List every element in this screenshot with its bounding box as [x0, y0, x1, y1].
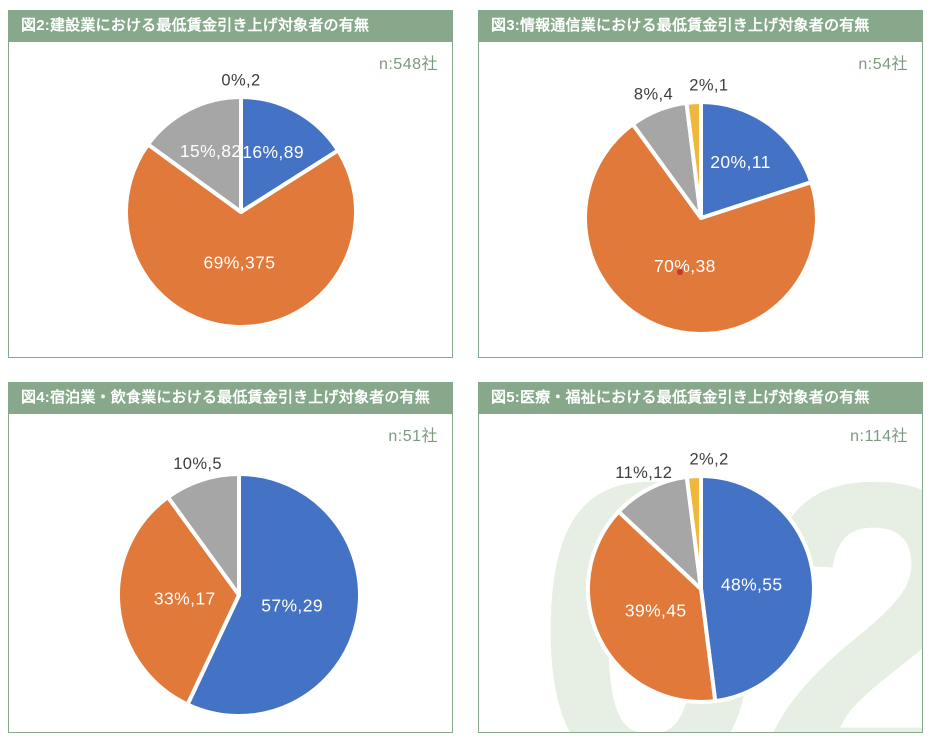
pie-slice-yellow: [684, 99, 703, 220]
chart-area: n:548社 16%,89 69%,375 15%,82 0%,2: [8, 42, 453, 358]
pie-slice-blue: [185, 472, 362, 718]
pie-slice-blue: [699, 474, 816, 704]
figure-panel-fig4: 図4:宿泊業・飲食業における最低賃金引き上げ対象者の有無 n:51社 57%,2…: [8, 382, 453, 733]
pie-slice-orange: [582, 122, 819, 336]
pie-label: 2%,1: [689, 77, 728, 95]
pie-label: 10%,5: [173, 455, 222, 473]
pie-chart-fig3: 20%,11 70%,38 8%,4 2%,1: [582, 77, 819, 336]
red-dot-marker: [677, 269, 683, 275]
pie-label: 8%,4: [634, 85, 673, 103]
pie-slice-gray: [165, 472, 241, 597]
pie-label: 57%,29: [261, 596, 323, 616]
sample-size-label: n:114社: [850, 428, 908, 445]
pie-slice-blue: [699, 100, 814, 220]
sample-size-label: n:548社: [378, 56, 438, 73]
pie-slice-blue: [239, 95, 341, 214]
pie-label: 39%,45: [625, 601, 687, 621]
pie-label: 70%,38: [654, 256, 716, 276]
pie-slice-gray: [146, 95, 243, 214]
chart-area: n:54社 20%,11 70%,38 8%,4 2%,1: [478, 42, 923, 358]
pie-slice-orange: [116, 495, 241, 707]
pie-label: 69%,375: [203, 252, 275, 272]
sample-size-label: n:54社: [858, 56, 908, 73]
sample-size-label: n:51社: [388, 428, 438, 445]
pie-label: 2%,2: [689, 451, 728, 469]
figure-panel-fig2: 図2:建設業における最低賃金引き上げ対象者の有無 n:548社 16%,89 69…: [8, 10, 453, 358]
panel-title: 図2:建設業における最低賃金引き上げ対象者の有無: [8, 10, 453, 42]
pie-label: 0%,2: [221, 71, 260, 89]
figure-panel-fig3: 図3:情報通信業における最低賃金引き上げ対象者の有無 n:54社 20%,11 7…: [478, 10, 923, 358]
pie-label: 11%,12: [615, 464, 672, 482]
pie-label: 16%,89: [242, 142, 304, 162]
panel-title: 図4:宿泊業・飲食業における最低賃金引き上げ対象者の有無: [8, 382, 453, 414]
pie-label: 20%,11: [710, 152, 770, 172]
pie-label: 15%,82: [180, 141, 242, 161]
pie-label: 33%,17: [154, 589, 216, 609]
pie-chart-fig2: 16%,89 69%,375 15%,82 0%,2: [124, 71, 358, 329]
pie-chart-fig5: 48%,55 39%,45 11%,12 2%,2: [585, 451, 816, 704]
pie-slice-orange: [124, 142, 358, 329]
panel-title: 図5:医療・福祉における最低賃金引き上げ対象者の有無: [478, 382, 923, 414]
pie-label: 48%,55: [721, 574, 783, 594]
pie-slice-orange: [585, 509, 718, 704]
panel-title: 図3:情報通信業における最低賃金引き上げ対象者の有無: [478, 10, 923, 42]
chart-area: n:51社 57%,29 33%,17 10%,5: [8, 414, 453, 733]
figure-panel-fig5: 図5:医療・福祉における最低賃金引き上げ対象者の有無 02 n:114社 48%…: [478, 382, 923, 733]
pie-slice-yellow: [684, 474, 703, 591]
pie-chart-fig4: 57%,29 33%,17 10%,5: [116, 455, 362, 718]
